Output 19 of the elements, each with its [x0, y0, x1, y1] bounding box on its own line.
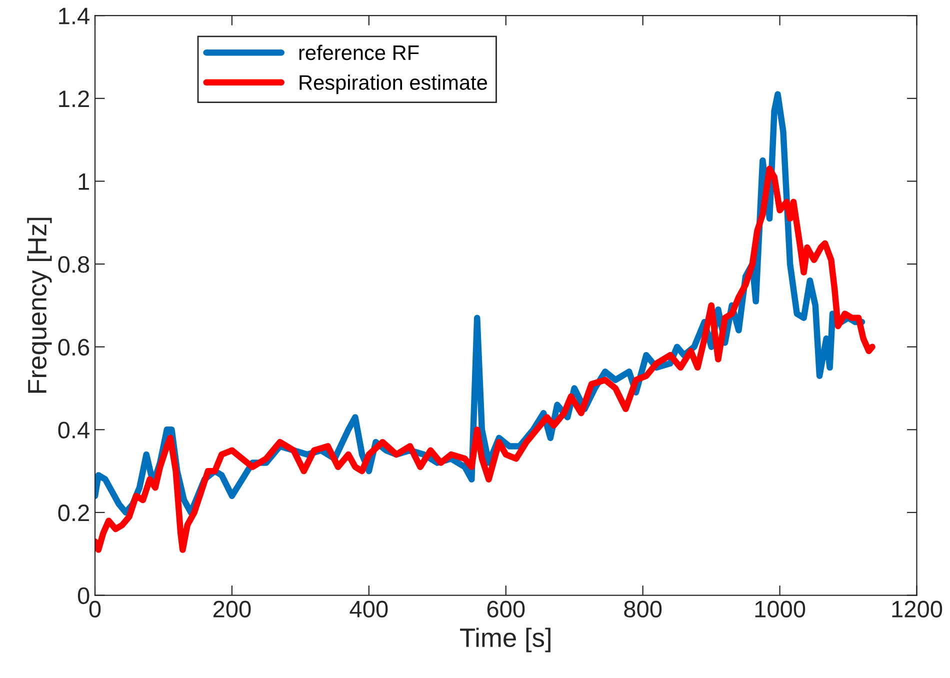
legend-label: reference RF	[299, 44, 419, 60]
y-tick-label: 0.6	[58, 338, 90, 356]
x-tick-label: 600	[487, 600, 525, 618]
x-tick-label: 800	[624, 600, 662, 618]
y-tick-label: 1.4	[59, 8, 90, 24]
x-axis-title: Time [s]	[460, 628, 550, 652]
y-tick-label: 0	[78, 587, 90, 604]
y-axis-title: Frequency [Hz]	[27, 218, 52, 393]
y-tick-label: 0.4	[58, 422, 90, 438]
x-tick-label: 1000	[755, 600, 806, 618]
x-tick-label: 400	[350, 600, 388, 618]
x-tick-label: 0	[89, 600, 101, 618]
y-tick-label: 1.2	[59, 90, 89, 107]
x-tick-label: 200	[213, 600, 251, 618]
y-tick-label: 0.2	[58, 504, 89, 522]
y-tick-label: 1	[78, 174, 89, 190]
legend-label: Respiration estimate	[300, 74, 487, 94]
y-tick-label: 0.8	[58, 256, 90, 273]
x-tick-label: 1200	[892, 600, 942, 618]
